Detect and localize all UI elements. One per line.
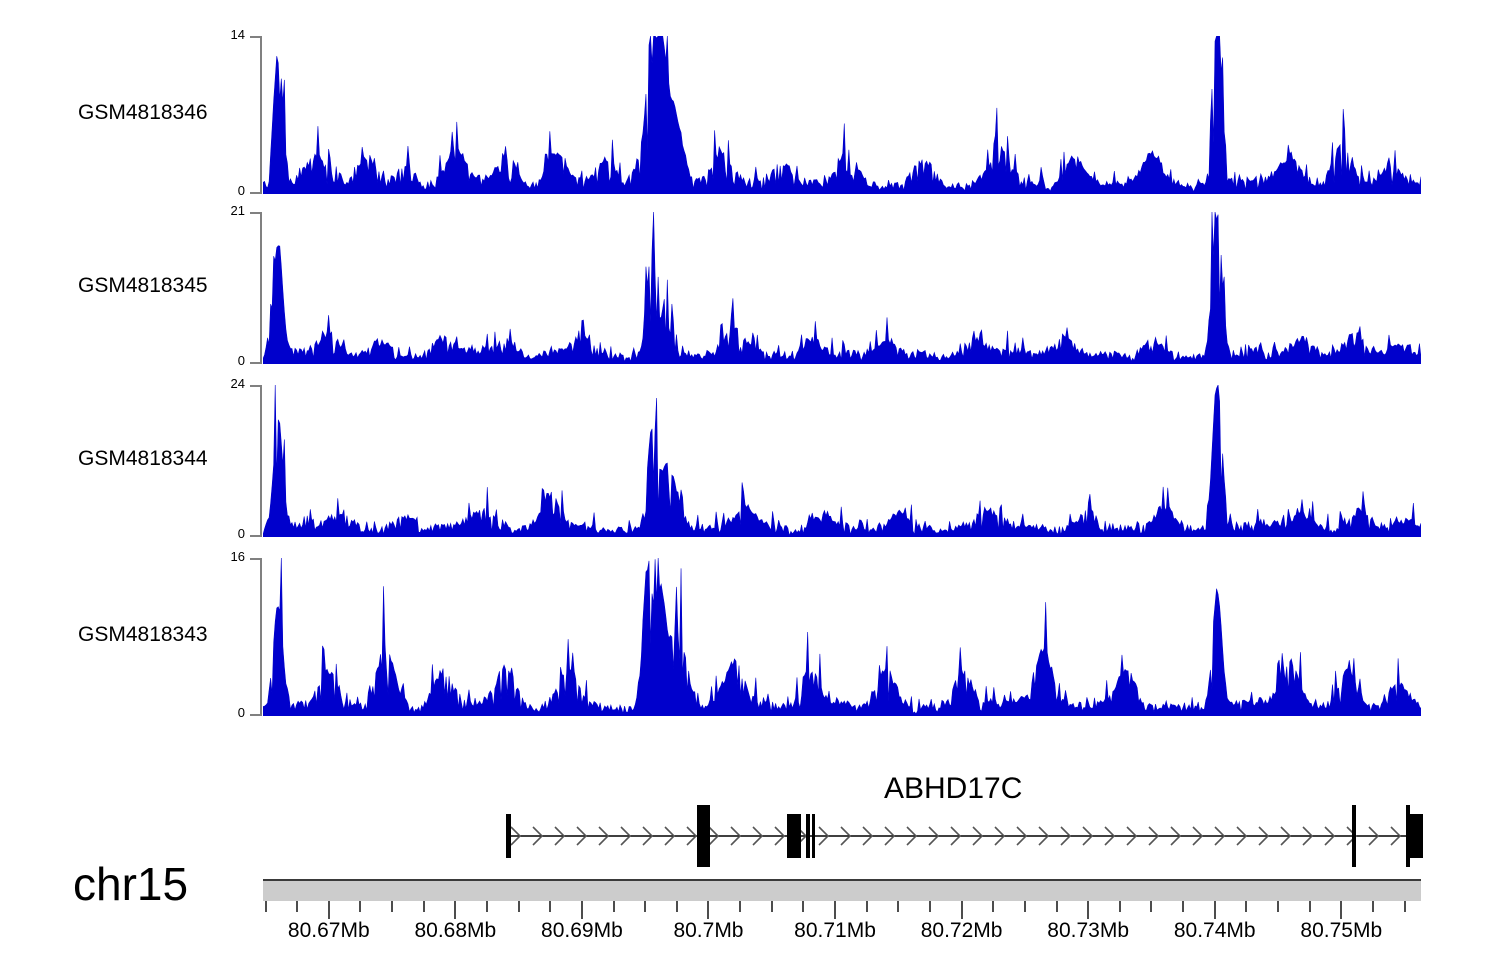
axis-minor-tick [1371,901,1374,912]
y-axis-max-tick [250,385,261,387]
axis-minor-tick [675,901,678,912]
axis-major-tick [1340,901,1343,919]
axis-major-tick [1087,901,1090,919]
y-axis-max-label: 16 [230,549,245,564]
coverage-histogram[interactable] [263,385,1421,537]
axis-minor-tick [928,901,931,912]
axis-tick-label: 80.68Mb [414,919,497,942]
y-axis-min-tick [250,362,261,364]
axis-minor-tick [802,901,805,912]
y-axis-max-tick [250,212,261,214]
axis-minor-tick [264,901,267,912]
gene-name-label: ABHD17C [884,772,1023,805]
chromosome-label: chr15 [73,858,189,910]
axis-minor-tick [549,901,552,912]
coverage-track[interactable]: GSM4818344 24 0 [0,376,1500,541]
y-axis-max-tick [250,36,261,38]
y-axis-line [260,212,262,364]
axis-tick-label: 80.71Mb [794,919,876,942]
axis-major-tick [327,901,330,919]
axis-minor-tick [992,901,995,912]
axis-tick-label: 80.67Mb [287,919,370,942]
axis-minor-tick [1055,901,1058,912]
coverage-track[interactable]: GSM4818343 16 0 [0,549,1500,720]
y-axis-max-label: 21 [230,203,245,218]
track-sample-label: GSM4818346 [78,101,208,124]
y-axis-min-label: 0 [237,183,245,198]
axis-minor-tick [1245,901,1248,912]
axis-minor-tick [739,901,742,912]
axis-major-tick [1213,901,1216,919]
axis-major-tick [960,901,963,919]
track-sample-label: GSM4818343 [78,623,208,646]
coverage-track[interactable]: GSM4818346 14 0 [0,27,1500,198]
axis-minor-tick [1182,901,1185,912]
axis-tick-label: 80.75Mb [1300,919,1383,942]
axis-major-tick [580,901,583,919]
coverage-histogram[interactable] [263,36,1421,194]
axis-tick-label: 80.72Mb [920,919,1003,942]
axis-minor-tick [1023,901,1026,912]
axis-minor-tick [644,901,647,912]
axis-tick-label: 80.73Mb [1047,919,1130,942]
genome-axis-bar[interactable] [263,879,1421,901]
axis-minor-tick [865,901,868,912]
y-axis-min-label: 0 [237,353,245,368]
y-axis-max-label: 14 [230,27,245,42]
axis-minor-tick [1308,901,1311,912]
y-axis-max-label: 24 [230,376,245,391]
y-axis-line [260,385,262,537]
axis-minor-tick [296,901,299,912]
axis-minor-tick [612,901,615,912]
y-axis-line [260,36,262,194]
axis-tick-label: 80.74Mb [1173,919,1256,942]
axis-minor-tick [359,901,362,912]
axis-minor-tick [1403,901,1406,912]
axis-major-tick [707,901,710,919]
gene-model-track[interactable] [0,800,1500,872]
coverage-track[interactable]: GSM4818345 21 0 [0,203,1500,368]
axis-minor-tick [1118,901,1121,912]
y-axis-min-label: 0 [237,705,245,720]
coverage-histogram[interactable] [263,558,1421,716]
track-sample-label: GSM4818345 [78,274,208,297]
axis-minor-tick [391,901,394,912]
axis-tick-label: 80.69Mb [541,919,623,942]
axis-tick-label: 80.7Mb [673,919,744,942]
axis-major-tick [454,901,457,919]
axis-minor-tick [770,901,773,912]
y-axis-max-tick [250,558,261,560]
axis-minor-tick [1276,901,1279,912]
axis-minor-tick [897,901,900,912]
axis-minor-tick [422,901,425,912]
axis-minor-tick [517,901,520,912]
y-axis-min-tick [250,535,261,537]
y-axis-min-tick [250,714,261,716]
axis-minor-tick [486,901,488,912]
axis-major-tick [834,901,837,919]
axis-minor-tick [1150,901,1153,912]
coverage-histogram[interactable] [263,212,1421,364]
y-axis-min-tick [250,192,261,194]
y-axis-min-label: 0 [237,526,245,541]
track-sample-label: GSM4818344 [78,447,208,470]
y-axis-line [260,558,262,716]
